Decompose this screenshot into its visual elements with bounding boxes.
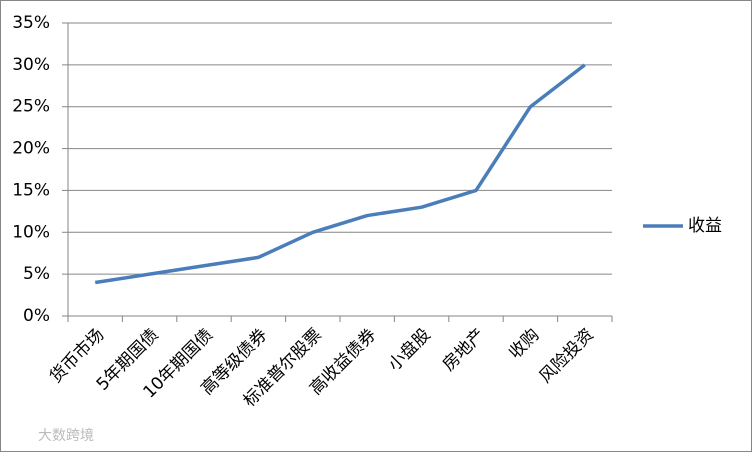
y-tick-label: 35%	[12, 13, 50, 33]
y-tick-label: 20%	[12, 139, 50, 159]
y-tick-label: 0%	[23, 306, 50, 326]
y-tick-label: 25%	[12, 97, 50, 117]
series-line	[94, 63, 586, 285]
y-tick-label: 10%	[12, 222, 50, 242]
y-tick-label: 5%	[23, 264, 50, 284]
watermark: 大数跨境	[38, 428, 94, 444]
y-tick-label: 30%	[12, 55, 50, 75]
y-tick-label: 15%	[12, 180, 50, 200]
legend-label: 收益	[688, 216, 722, 236]
